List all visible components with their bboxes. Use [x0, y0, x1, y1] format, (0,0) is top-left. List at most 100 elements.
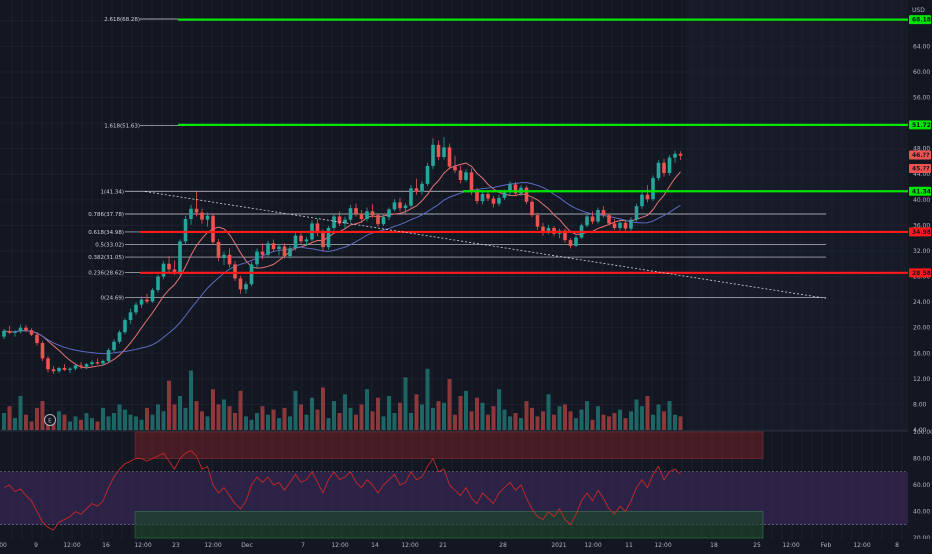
candle[interactable]	[315, 219, 320, 237]
candle[interactable]	[645, 185, 650, 203]
candle[interactable]	[205, 212, 210, 227]
candle[interactable]	[596, 207, 600, 224]
candle[interactable]	[222, 251, 226, 266]
candle[interactable]	[447, 143, 452, 170]
price-tag[interactable]	[909, 120, 931, 130]
candle[interactable]	[458, 165, 463, 184]
candle[interactable]	[376, 213, 380, 227]
candle[interactable]	[535, 212, 540, 230]
trendline[interactable]	[144, 191, 827, 299]
candle[interactable]	[420, 181, 424, 195]
candle[interactable]	[161, 261, 166, 280]
candle[interactable]	[238, 275, 243, 294]
candle[interactable]	[365, 207, 369, 222]
candle[interactable]	[101, 359, 105, 366]
rsi-oversold-zone[interactable]	[134, 511, 764, 539]
candle[interactable]	[398, 197, 402, 212]
candle[interactable]	[601, 206, 606, 218]
candle[interactable]	[414, 178, 419, 195]
candle[interactable]	[513, 181, 518, 196]
rsi-pane[interactable]	[0, 430, 932, 539]
candle[interactable]	[90, 360, 94, 367]
candle[interactable]	[293, 233, 298, 251]
candle[interactable]	[634, 203, 639, 222]
candle[interactable]	[530, 198, 534, 218]
price-tag[interactable]	[909, 163, 931, 173]
candle[interactable]	[673, 150, 677, 163]
price-tag[interactable]	[909, 15, 931, 25]
candle[interactable]	[249, 261, 254, 287]
candle[interactable]	[282, 243, 287, 259]
candle[interactable]	[480, 191, 485, 205]
candle[interactable]	[123, 318, 127, 335]
candle[interactable]	[106, 348, 111, 363]
candle[interactable]	[403, 203, 408, 214]
candle[interactable]	[370, 204, 375, 218]
candle[interactable]	[585, 213, 589, 228]
candle[interactable]	[497, 194, 501, 207]
rsi-overbought-zone[interactable]	[134, 431, 764, 459]
candle[interactable]	[95, 358, 100, 365]
candle[interactable]	[7, 325, 12, 335]
candle[interactable]	[145, 293, 149, 304]
candle[interactable]	[266, 240, 270, 258]
candle[interactable]	[46, 355, 50, 373]
candle[interactable]	[244, 281, 248, 294]
candle[interactable]	[337, 211, 342, 227]
candle[interactable]	[612, 219, 617, 230]
candle[interactable]	[354, 203, 358, 217]
candle[interactable]	[343, 216, 347, 230]
candle[interactable]	[260, 243, 265, 260]
candle[interactable]	[277, 243, 281, 256]
candle[interactable]	[425, 162, 430, 186]
candle[interactable]	[57, 366, 61, 374]
candle[interactable]	[524, 185, 529, 205]
candlesticks[interactable]	[2, 137, 683, 374]
candle[interactable]	[541, 222, 545, 236]
dashed-trendline[interactable]	[144, 191, 827, 299]
candle[interactable]	[13, 330, 17, 337]
candle[interactable]	[348, 204, 353, 223]
candle[interactable]	[442, 137, 446, 160]
candle[interactable]	[464, 169, 468, 182]
candle[interactable]	[51, 366, 56, 374]
candle[interactable]	[436, 140, 441, 161]
candle[interactable]	[216, 238, 221, 262]
candle[interactable]	[640, 192, 644, 209]
candle[interactable]	[112, 339, 116, 352]
candle[interactable]	[35, 332, 39, 346]
candle[interactable]	[299, 231, 303, 244]
candle[interactable]	[18, 324, 23, 334]
price-tag[interactable]	[909, 227, 931, 237]
candle[interactable]	[667, 155, 672, 176]
candle[interactable]	[392, 199, 397, 212]
candle[interactable]	[662, 158, 666, 177]
candle[interactable]	[409, 185, 413, 208]
price-tag[interactable]	[909, 150, 931, 160]
candle[interactable]	[211, 213, 215, 245]
earnings-circle[interactable]	[44, 414, 56, 426]
candle[interactable]	[233, 261, 237, 282]
price-tag[interactable]	[909, 268, 931, 278]
candle[interactable]	[79, 362, 83, 369]
candle[interactable]	[150, 288, 155, 303]
candle[interactable]	[62, 364, 67, 372]
candle[interactable]	[651, 175, 655, 202]
candle[interactable]	[200, 208, 204, 224]
candle[interactable]	[167, 256, 171, 274]
candle[interactable]	[156, 274, 160, 293]
candle[interactable]	[678, 151, 683, 161]
candle[interactable]	[491, 195, 496, 208]
candle[interactable]	[618, 220, 622, 231]
horizontal-levels[interactable]	[140, 18, 908, 274]
candle[interactable]	[288, 245, 292, 259]
candle[interactable]	[590, 211, 595, 225]
earnings-marker[interactable]: E	[44, 414, 56, 426]
candle[interactable]	[139, 296, 144, 308]
candle[interactable]	[623, 219, 628, 232]
candle[interactable]	[453, 155, 457, 173]
candle[interactable]	[117, 330, 122, 344]
candle[interactable]	[568, 238, 573, 249]
candle[interactable]	[326, 226, 331, 250]
